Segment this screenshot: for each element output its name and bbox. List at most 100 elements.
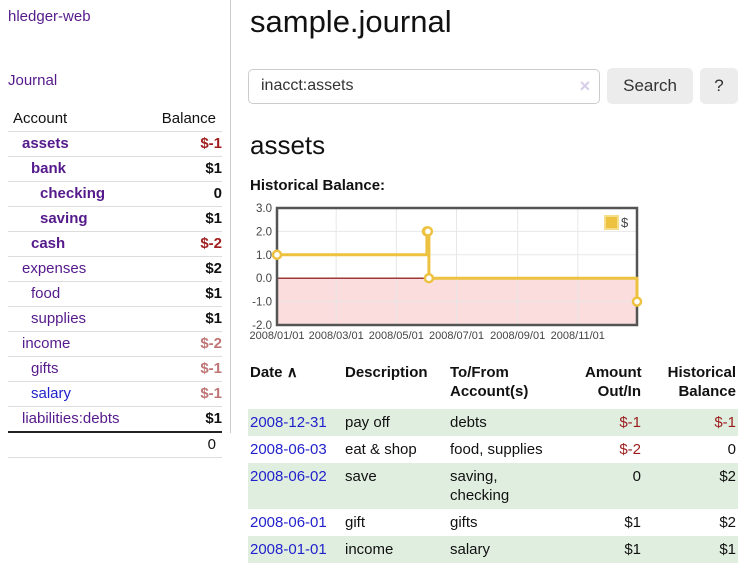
account-cell: supplies (8, 307, 143, 332)
account-link-gifts[interactable]: gifts (31, 360, 59, 377)
y-tick-label: 1.0 (256, 250, 272, 262)
legend-label: $ (621, 215, 629, 230)
account-balance: $-2 (200, 335, 222, 352)
register-balance-cell: 0 (727, 441, 736, 458)
search-input[interactable] (248, 68, 601, 104)
search-button[interactable]: Search (607, 68, 693, 104)
account-cell: food (8, 282, 143, 307)
account-row: bank $1 (8, 157, 222, 182)
register-accounts-cell: food, supplies (450, 441, 543, 458)
data-point-marker (631, 296, 643, 307)
account-link-assets[interactable]: assets (22, 135, 69, 152)
account-balance: $-1 (200, 135, 222, 152)
y-tick-label: 2.0 (256, 226, 272, 238)
account-link-saving[interactable]: saving (40, 210, 88, 227)
account-link-cash[interactable]: cash (31, 235, 66, 252)
legend-swatch (604, 215, 619, 230)
register-col-amount: Amount Out/In (585, 364, 642, 400)
sidebar: hledger-web Journal Account Balance asse… (0, 0, 231, 458)
register-date-link[interactable]: 2008-01-01 (250, 541, 327, 558)
plot-border (275, 206, 639, 327)
account-balance: $-1 (200, 385, 222, 402)
account-row: assets $-1 (8, 132, 222, 157)
register-amount-cell: 0 (632, 468, 641, 485)
account-link-bank[interactable]: bank (31, 160, 67, 177)
data-point-marker (423, 272, 435, 284)
account-balance: $1 (205, 410, 222, 427)
register-balance-cell: $2 (719, 514, 736, 531)
account-cell: checking (8, 182, 143, 207)
register-date-link[interactable]: 2008-06-03 (250, 441, 327, 458)
account-link-expenses[interactable]: expenses (22, 260, 87, 277)
data-point-marker (422, 226, 434, 237)
register-date-link[interactable]: 2008-06-02 (250, 468, 327, 485)
account-row: expenses $2 (8, 257, 222, 282)
x-tick-label: 2008/09/01 (490, 330, 545, 342)
x-tick-label: 2008/03/01 (309, 330, 364, 342)
register-date-cell: 2008-06-03 (248, 436, 343, 463)
register-date-cell: 2008-06-02 (248, 463, 343, 509)
register-description-cell: income (345, 541, 394, 558)
register-amount-cell: $1 (624, 514, 641, 531)
account-cell: income (8, 332, 143, 357)
account-balance: $1 (205, 210, 222, 227)
register-col-date[interactable]: Date ∧ (250, 364, 298, 381)
account-link-income[interactable]: income (22, 335, 71, 352)
account-balance: $1 (205, 285, 222, 302)
y-tick-label: -1.0 (252, 297, 272, 309)
account-cell: assets (8, 132, 143, 157)
register-balance-cell: $-1 (714, 414, 736, 431)
account-link-food[interactable]: food (31, 285, 61, 302)
register-amount-cell: $-2 (619, 441, 641, 458)
register-row: 2008-12-31 pay off debts $-1 $-1 (248, 409, 738, 436)
spacer (8, 432, 143, 458)
account-balance: $1 (205, 310, 222, 327)
account-link-salary[interactable]: salary (31, 385, 72, 402)
accounts-col-account: Account (13, 110, 68, 127)
register-description-cell: eat & shop (345, 441, 417, 458)
account-row: gifts $-1 (8, 357, 222, 382)
account-balance: $2 (205, 260, 222, 277)
y-tick-label: 3.0 (256, 203, 272, 215)
account-cell: gifts (8, 357, 143, 382)
register-row: 2008-01-01 income salary $1 $1 (248, 536, 738, 563)
register-balance-cell: $2 (719, 468, 736, 485)
register-date-link[interactable]: 2008-12-31 (250, 414, 327, 431)
register-accounts-cell: salary (450, 541, 491, 558)
register-date-link[interactable]: 2008-06-01 (250, 514, 327, 531)
sort-ascending-icon: ∧ (286, 364, 298, 381)
register-amount-cell: $1 (624, 541, 641, 558)
register-description-cell: gift (345, 514, 366, 531)
register-col-description: Description (345, 364, 428, 381)
help-button[interactable]: ? (700, 68, 738, 104)
main-content: sample.journal × Search ? assets Histori… (248, 0, 738, 563)
account-row: checking 0 (8, 182, 222, 207)
chart-legend: $ (604, 215, 629, 230)
register-amount-cell: $-1 (619, 414, 641, 431)
nav-journal-link[interactable]: Journal (8, 72, 58, 89)
register-col-balance: Historical Balance (667, 364, 736, 400)
account-row: salary $-1 (8, 382, 222, 407)
account-row: liabilities:debts $1 (8, 407, 222, 432)
account-link-checking[interactable]: checking (40, 185, 106, 202)
account-balance: 0 (213, 185, 222, 202)
register-header-row: Date ∧ Description To/From Account(s) Am… (248, 361, 738, 409)
page-title: sample.journal (250, 4, 452, 39)
account-cell: bank (8, 157, 143, 182)
register-table-body: 2008-12-31 pay off debts $-1 $-1 2008-06-03 ea… (248, 409, 738, 563)
account-link-liabilities-debts[interactable]: liabilities:debts (22, 410, 120, 427)
search-input-wrap: × (248, 68, 601, 104)
accounts-table-body: assets $-1 bank $1 checking 0 saving $1 cash $-2 e… (8, 132, 222, 432)
app-title-link[interactable]: hledger-web (8, 8, 91, 25)
data-point-marker (271, 249, 283, 261)
account-link-supplies[interactable]: supplies (31, 310, 87, 327)
register-row: 2008-06-03 eat & shop food, supplies $-2 0 (248, 436, 738, 463)
account-row: food $1 (8, 282, 222, 307)
account-heading: assets (250, 130, 326, 160)
x-tick-label: 2008/11/01 (551, 330, 605, 342)
y-tick-label: 0.0 (256, 273, 272, 285)
clear-search-icon[interactable]: × (579, 75, 591, 96)
account-cell: saving (8, 207, 143, 232)
account-balance: $1 (205, 160, 222, 177)
